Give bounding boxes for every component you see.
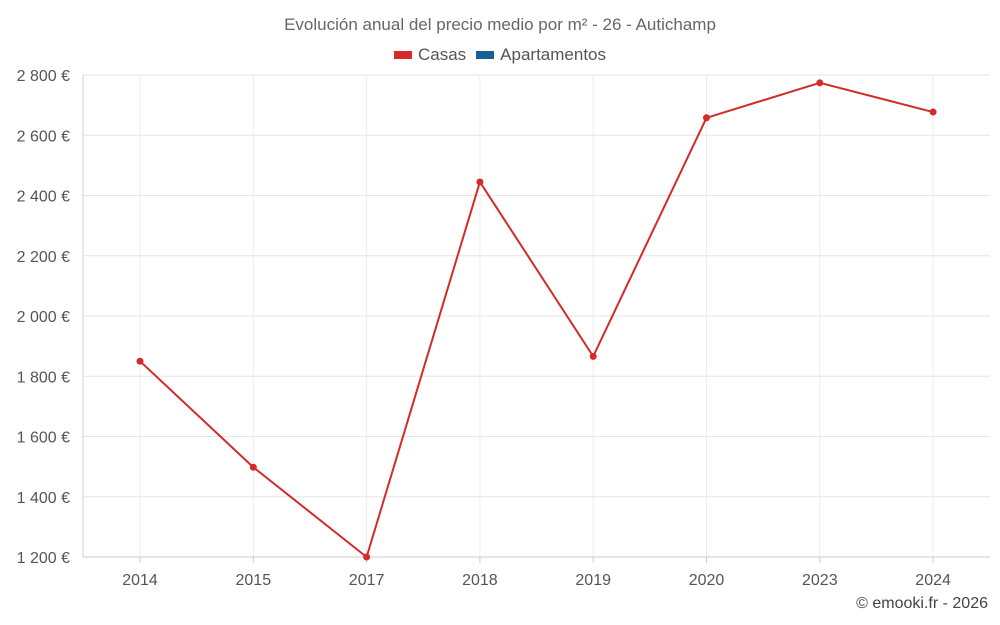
data-point <box>929 108 937 116</box>
data-point <box>589 352 597 360</box>
data-point <box>703 114 710 122</box>
x-tick-label: 2023 <box>802 572 838 589</box>
legend-swatch-apartamentos <box>476 51 495 59</box>
x-tick-label: 2014 <box>122 572 158 589</box>
y-tick-label: 1 600 € <box>17 430 70 447</box>
y-tick-label: 2 000 € <box>17 309 70 326</box>
legend-item-apartamentos[interactable]: Apartamentos <box>476 45 606 65</box>
legend-swatch-casas <box>393 51 412 59</box>
x-tick-label: 2020 <box>689 572 725 589</box>
legend-item-casas[interactable]: Casas <box>393 45 467 65</box>
series-line-casas <box>139 81 934 558</box>
data-point <box>363 553 371 561</box>
legend-label-apartamentos: Apartamentos <box>500 45 607 64</box>
data-point <box>816 79 824 87</box>
legend: Casas Apartamentos <box>0 45 1000 65</box>
y-tick-label: 1 800 € <box>17 369 70 386</box>
y-tick-label: 2 200 € <box>17 249 70 266</box>
credit-text: © emooki.fr - 2026 <box>856 595 988 612</box>
y-tick-label: 2 800 € <box>17 68 70 85</box>
y-tick-label: 1 400 € <box>17 490 70 507</box>
legend-label-casas: Casas <box>417 45 467 64</box>
y-tick-label: 1 200 € <box>17 550 70 567</box>
x-tick-label: 2017 <box>349 572 385 589</box>
x-tick-label: 2018 <box>462 572 498 589</box>
x-tick-label: 2024 <box>915 572 951 589</box>
y-tick-label: 2 400 € <box>17 189 70 206</box>
data-point <box>476 178 484 186</box>
y-tick-label: 2 600 € <box>17 128 70 145</box>
x-tick-label: 2019 <box>575 572 611 589</box>
chart-title: Evolución anual del precio medio por m² … <box>284 15 716 34</box>
data-point <box>136 357 144 365</box>
data-point <box>249 463 257 471</box>
x-tick-label: 2015 <box>236 572 272 589</box>
